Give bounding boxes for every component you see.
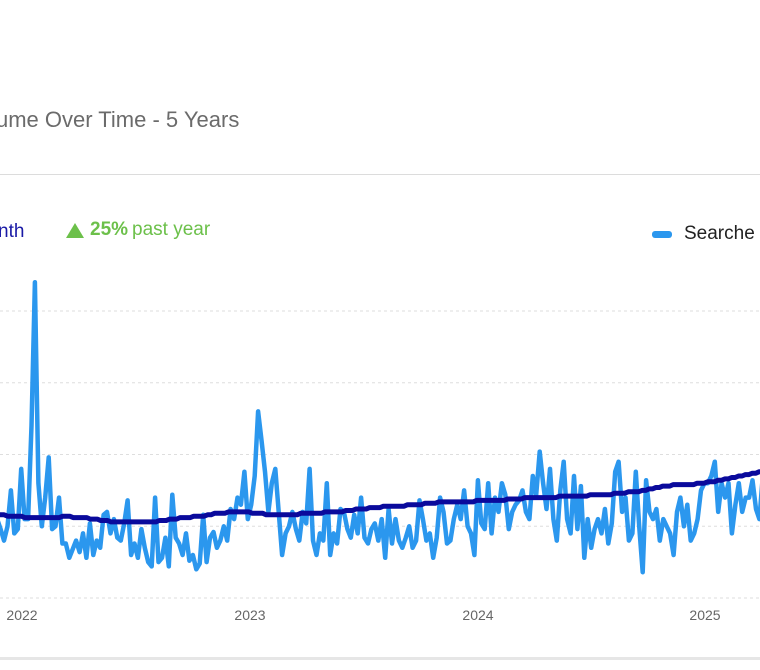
x-tick-label-2025: 2025 bbox=[689, 607, 720, 623]
growth-period-label: past year bbox=[132, 219, 211, 240]
trend-line bbox=[0, 469, 760, 525]
x-tick-label-2023: 2023 bbox=[234, 607, 265, 623]
header-divider bbox=[0, 174, 760, 175]
footer-divider bbox=[0, 657, 760, 660]
chart-title: ume Over Time - 5 Years bbox=[0, 107, 240, 132]
x-axis-ticks: 2022 2023 2024 2025 bbox=[6, 607, 720, 623]
legend-swatch-searches bbox=[652, 230, 672, 238]
series-group bbox=[0, 280, 760, 575]
x-tick-label-2024: 2024 bbox=[462, 607, 493, 623]
volume-stat-label: nth bbox=[0, 221, 25, 242]
growth-percent: 25% bbox=[90, 219, 129, 240]
x-tick-label-2022: 2022 bbox=[6, 607, 37, 623]
gridlines bbox=[0, 310, 760, 599]
growth-stat: 25% past year bbox=[66, 219, 210, 241]
searches-line bbox=[0, 280, 760, 575]
legend-label-searches: Searche bbox=[684, 223, 755, 244]
chart-legend[interactable]: Searche bbox=[652, 223, 755, 245]
triangle-up-icon bbox=[66, 222, 84, 238]
